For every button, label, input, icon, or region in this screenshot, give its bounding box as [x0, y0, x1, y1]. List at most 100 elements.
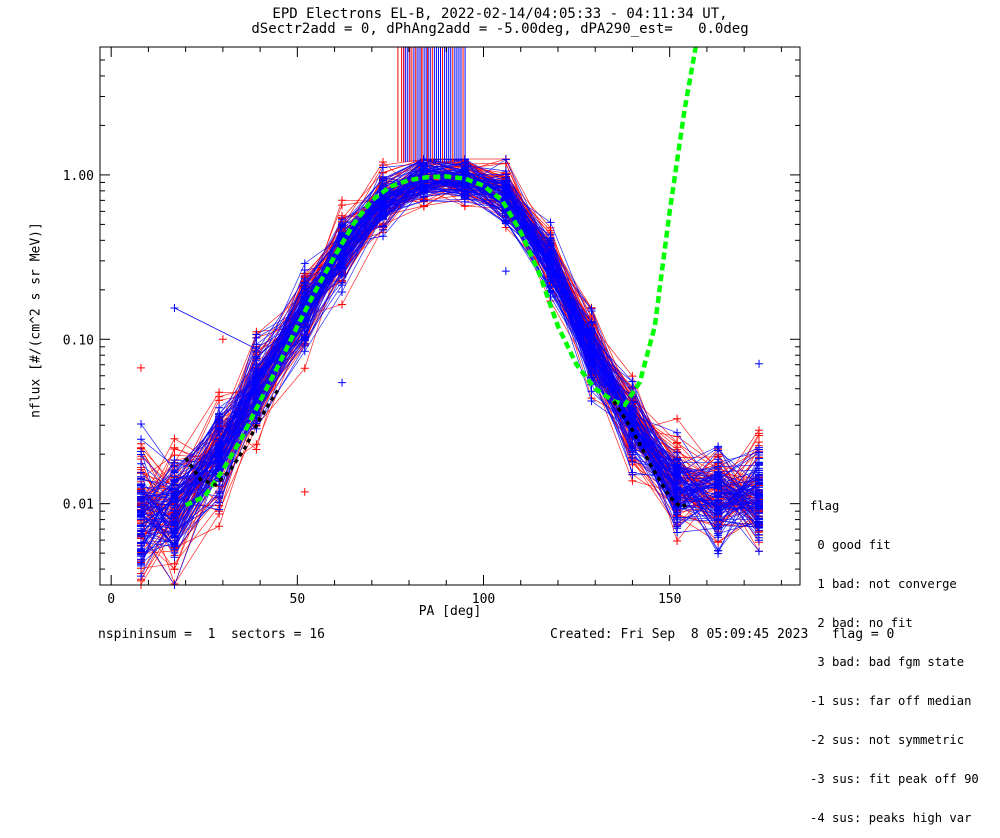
- blue-trace-point: [419, 162, 428, 171]
- blue-trace-point: [628, 468, 637, 477]
- blue-trace-point: [587, 361, 596, 370]
- red-trace-point: [170, 434, 179, 443]
- blue-trace-point: [300, 322, 309, 331]
- blue-trace-point: [137, 572, 145, 581]
- blue-trace-point: [137, 542, 145, 550]
- blue-trace-point: [215, 440, 224, 449]
- outlier-point: [136, 363, 145, 372]
- blue-trace-point: [501, 173, 510, 182]
- blue-trace-point: [137, 494, 145, 503]
- y-axis-label: nflux [#/(cm^2 s sr MeV)]: [28, 222, 44, 418]
- pitch-angle-chart: 0 50 100 150 0.01 0.10 1.00: [63, 46, 801, 607]
- blue-trace-point: [137, 435, 145, 444]
- blue-trace-line: [140, 191, 760, 526]
- y-tick-label: 0.01: [63, 498, 94, 513]
- outlier-point: [218, 335, 227, 344]
- blue-trace-line: [140, 180, 760, 557]
- blue-trace-point: [714, 546, 723, 555]
- blue-trace-point: [587, 351, 596, 360]
- red-trace-point: [338, 196, 346, 205]
- blue-trace-point: [755, 486, 763, 495]
- red-trace-line: [140, 176, 760, 586]
- blue-trace-point: [755, 461, 763, 470]
- blue-trace-line: [140, 162, 760, 550]
- outlier-point: [170, 303, 179, 312]
- outlier-line: [174, 307, 261, 352]
- blue-trace-point: [137, 459, 145, 468]
- blue-trace-line: [140, 185, 760, 533]
- red-trace-point: [215, 396, 224, 405]
- blue-trace-point: [546, 256, 555, 265]
- blue-trace-line: [140, 180, 760, 577]
- blue-trace-point: [587, 335, 596, 344]
- outlier-point: [300, 487, 309, 496]
- blue-trace-point: [673, 428, 682, 437]
- blue-trace-point: [755, 477, 763, 486]
- blue-trace-point: [755, 503, 763, 512]
- blue-trace-point: [338, 228, 346, 237]
- blue-trace-line: [140, 177, 760, 559]
- blue-trace-point: [137, 480, 145, 489]
- blue-trace-point: [300, 332, 309, 341]
- blue-trace-point: [137, 524, 145, 533]
- blue-trace-point: [252, 330, 261, 339]
- x-tick-label: 0: [107, 592, 115, 607]
- flag-legend: flag 0 good fit 1 bad: not converge 2 ba…: [810, 474, 979, 838]
- red-trace-line: [140, 183, 760, 561]
- blue-trace-point: [628, 454, 637, 463]
- outlier-point: [755, 359, 764, 368]
- blue-trace-point: [755, 514, 763, 523]
- blue-trace-point: [215, 450, 224, 459]
- red-trace-point: [673, 438, 682, 447]
- chart-subtitle: dSectr2add = 0, dPhAng2add = -5.00deg, d…: [251, 21, 749, 37]
- red-trace-line: [140, 169, 760, 574]
- red-trace-line: [140, 177, 760, 580]
- blue-trace-point: [137, 511, 145, 520]
- blue-trace-point: [755, 443, 763, 452]
- red-trace-point: [215, 388, 224, 397]
- x-axis-label: PA [deg]: [418, 604, 482, 619]
- red-trace-point: [673, 414, 682, 423]
- blue-trace-point: [673, 518, 682, 527]
- y-tick-label: 0.10: [63, 333, 94, 348]
- blue-trace-point: [755, 530, 763, 539]
- blue-trace-point: [252, 385, 261, 394]
- blue-trace-point: [252, 360, 261, 369]
- blue-trace-line: [140, 184, 760, 547]
- y-tick-label: 1.00: [63, 169, 94, 184]
- x-tick-label: 100: [472, 592, 495, 607]
- blue-trace-point: [714, 524, 723, 532]
- blue-trace-point: [714, 491, 723, 500]
- blue-trace-line: [140, 178, 760, 545]
- blue-trace-line: [140, 179, 760, 552]
- legend-item-not-converge: 1 bad: not converge: [810, 577, 957, 591]
- blue-trace-point: [379, 174, 387, 183]
- blue-trace-point: [714, 484, 723, 493]
- blue-trace-point: [628, 377, 637, 386]
- blue-trace-point: [215, 493, 224, 502]
- chart-title: EPD Electrons EL-B, 2022-02-14/04:05:33 …: [272, 6, 728, 22]
- blue-trace-point: [137, 450, 145, 459]
- blue-trace-point: [215, 505, 224, 514]
- blue-trace-point: [215, 428, 224, 436]
- blue-trace-point: [170, 458, 179, 467]
- legend-item-good-fit: 0 good fit: [810, 538, 891, 552]
- red-trace-point: [252, 440, 261, 449]
- x-tick-label: 150: [658, 592, 681, 607]
- blue-trace-point: [755, 547, 763, 556]
- blue-trace-point: [170, 524, 179, 533]
- blue-trace-point: [338, 288, 346, 296]
- blue-trace-point: [170, 511, 179, 520]
- blue-trace-point: [673, 528, 682, 537]
- blue-trace-point: [628, 416, 637, 425]
- blue-trace-point: [137, 502, 145, 511]
- blue-trace-point: [170, 503, 179, 512]
- legend-item-not-symmetric: -2 sus: not symmetric: [810, 733, 965, 747]
- blue-trace-point: [501, 194, 510, 203]
- blue-trace-point: [673, 479, 682, 488]
- saturation-spikes: [397, 47, 466, 162]
- blue-trace-point: [419, 196, 428, 205]
- blue-trace-point: [215, 409, 224, 418]
- blue-trace-point: [628, 404, 637, 413]
- blue-trace-point: [215, 458, 224, 467]
